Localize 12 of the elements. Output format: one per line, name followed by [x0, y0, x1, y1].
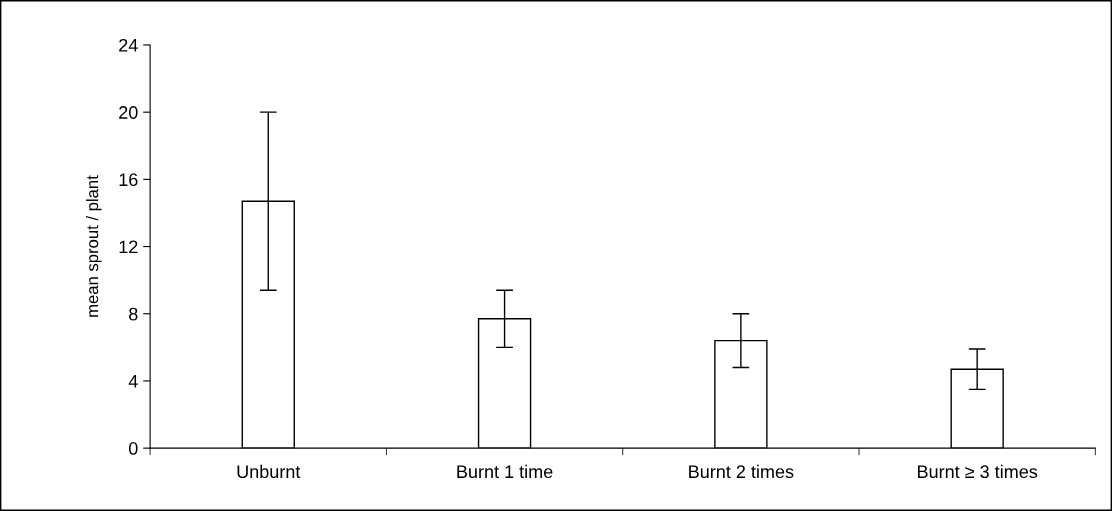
x-tick-label: Unburnt	[237, 464, 301, 479]
x-tick-label: Burnt 2 times	[689, 464, 794, 479]
x-tick-label: Burnt 1 time	[457, 464, 553, 479]
y-tick-label: 16	[119, 173, 138, 187]
y-tick-label: 4	[128, 375, 138, 388]
y-axis-title: mean sprout / plant	[86, 175, 102, 317]
y-tick-label: 24	[119, 38, 138, 52]
y-tick-label: 20	[119, 106, 138, 119]
y-tick-label: 12	[119, 240, 138, 254]
y-tick-label: 8	[129, 307, 138, 321]
x-tick-label: Burnt ≥ 3 times	[918, 464, 1038, 479]
y-tick-label: 0	[128, 442, 138, 455]
